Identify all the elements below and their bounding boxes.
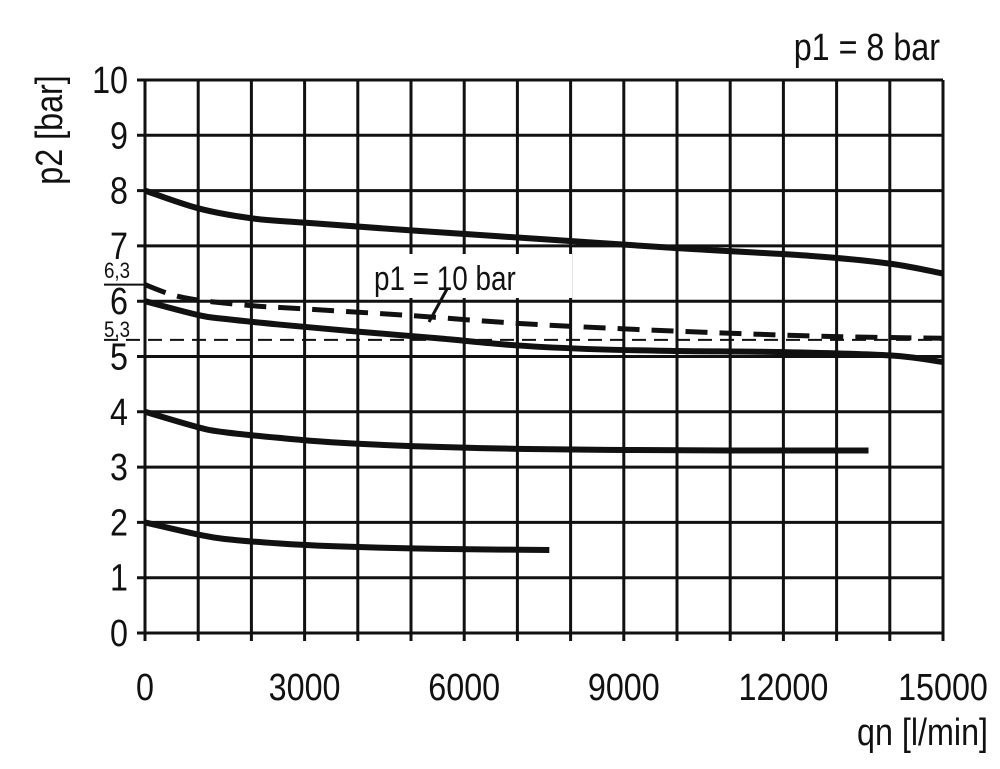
series-line-p1-10-bar [144, 282, 944, 341]
leader-line-p1-10 [427, 288, 449, 323]
label-5-3: 5,3 [104, 319, 130, 343]
x-tick-label: 15000 [898, 667, 988, 709]
y-tick-label: 0 [110, 613, 128, 655]
y-tick-label: 2 [110, 502, 128, 544]
y-tick-label: 8 [110, 170, 128, 212]
x-tick-label: 9000 [588, 667, 660, 709]
annotations: 6,3 5,3 p1 = 10 bar [104, 254, 943, 342]
y-tick-label: 9 [110, 115, 128, 157]
series-line-2 [144, 298, 944, 366]
label-6-3: 6,3 [104, 260, 130, 284]
y-tick-label: 5 [110, 336, 128, 378]
y-tick-label: 6 [110, 281, 128, 323]
chart-title: p1 = 8 bar [794, 27, 941, 69]
tick-labels: 0 3000 6000 9000 12000 15000 0 1 2 3 4 5 6 7 8 9 10 [92, 60, 988, 709]
y-tick-label: 4 [110, 391, 128, 433]
grid [137, 78, 945, 641]
y-tick-label: 1 [110, 557, 128, 599]
series-group [144, 187, 944, 554]
x-axis-label: qn [l/min] [857, 712, 988, 754]
series-line-3 [144, 408, 869, 454]
y-tick-label: 7 [110, 225, 128, 267]
series-line-1 [144, 187, 944, 277]
x-tick-label: 3000 [269, 667, 341, 709]
label-bg-p1-10 [366, 254, 572, 298]
y-axis-label: p2 [bar] [29, 75, 71, 184]
y-tick-label: 10 [92, 60, 128, 102]
x-tick-label: 12000 [739, 667, 829, 709]
series-line-4 [144, 519, 550, 554]
x-tick-label: 0 [136, 667, 154, 709]
x-tick-label: 6000 [428, 667, 500, 709]
y-tick-label: 3 [110, 447, 128, 489]
